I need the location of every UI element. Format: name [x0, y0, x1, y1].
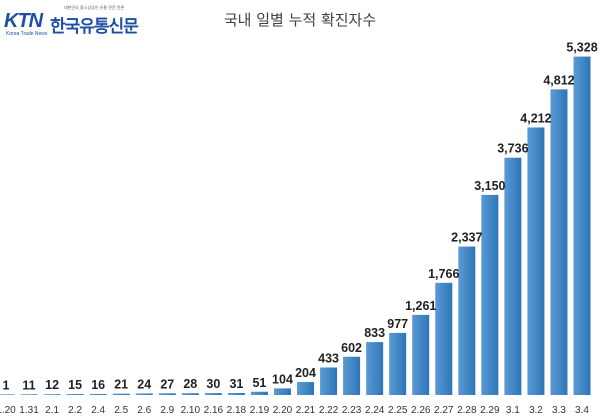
x-tick-label: 2.24	[365, 405, 385, 416]
bar-1.20	[0, 394, 15, 395]
value-label: 5,328	[566, 41, 597, 55]
value-label: 204	[295, 366, 316, 380]
value-label: 602	[341, 341, 362, 355]
x-tick-label: 2.22	[319, 405, 339, 416]
bar-2.5	[112, 393, 130, 395]
bar-2.25	[389, 332, 407, 395]
value-label: 4,812	[543, 73, 574, 87]
x-tick-label: 2.5	[114, 405, 128, 416]
value-label: 2,337	[451, 231, 482, 245]
x-tick-label: 2.23	[342, 405, 362, 416]
bar-2.24	[366, 342, 384, 395]
x-tick-label: 2.25	[388, 405, 408, 416]
x-tick-label: 3.2	[529, 405, 543, 416]
bar-2.21	[297, 382, 315, 395]
bar-2.4	[89, 393, 107, 395]
value-label: 21	[114, 378, 128, 392]
bar-3.1	[504, 157, 522, 395]
bar-1.31	[20, 394, 38, 395]
bar-2.16	[204, 393, 222, 395]
x-tick-label: 2.4	[91, 405, 105, 416]
value-label: 977	[387, 317, 408, 331]
x-tick-labels-group: 1.201.312.12.22.42.52.62.92.102.162.182.…	[0, 405, 589, 416]
x-tick-label: 2.20	[273, 405, 293, 416]
x-tick-label: 2.6	[137, 405, 151, 416]
value-label: 30	[206, 377, 220, 391]
x-tick-label: 1.31	[19, 405, 39, 416]
value-label: 31	[229, 377, 243, 391]
value-label: 24	[137, 377, 151, 391]
x-tick-label: 2.28	[457, 405, 477, 416]
value-label: 4,212	[520, 111, 551, 125]
brand-logo: 대한민국 중소상공인 유통 전문 언론 KTN Korea Trade News…	[4, 4, 139, 38]
logo-subtitle: Korea Trade News	[6, 31, 48, 37]
value-labels-group: 1 11 12 15 16 21 24 27 28 30 31 51 104 20443360283397…	[3, 41, 598, 393]
value-label: 16	[91, 378, 105, 392]
bar-2.26	[412, 314, 430, 395]
bar-2.20	[273, 388, 291, 395]
x-tick-label: 2.26	[411, 405, 431, 416]
bar-2.19	[250, 391, 268, 395]
x-tick-label: 3.3	[552, 405, 566, 416]
x-tick-label: 1.20	[0, 405, 16, 416]
logo-tagline: 대한민국 중소상공인 유통 전문 언론	[64, 5, 125, 10]
x-tick-label: 2.10	[181, 405, 201, 416]
value-label: 27	[160, 377, 174, 391]
value-label: 104	[272, 372, 293, 386]
bar-2.10	[181, 393, 199, 395]
x-tick-label: 3.1	[506, 405, 520, 416]
x-tick-label: 2.1	[45, 405, 59, 416]
bar-2.22	[320, 367, 338, 395]
bar-3.3	[550, 89, 568, 395]
logo-name: 한국유통신문	[50, 17, 139, 37]
value-label: 12	[45, 378, 59, 392]
value-label: 1,766	[428, 267, 459, 281]
x-tick-label: 2.2	[68, 405, 82, 416]
x-tick-label: 2.29	[480, 405, 500, 416]
bar-2.18	[227, 393, 245, 395]
logo-mark: KTN	[4, 10, 43, 32]
value-label: 833	[364, 326, 385, 340]
x-tick-label: 2.19	[250, 405, 270, 416]
value-label: 15	[68, 378, 82, 392]
value-label: 3,736	[497, 142, 528, 156]
bar-2.23	[343, 356, 361, 395]
bar-2.1	[43, 394, 61, 395]
bar-2.2	[66, 394, 84, 395]
value-label: 11	[22, 378, 35, 392]
x-tick-label: 3.4	[575, 405, 589, 416]
x-tick-label: 2.18	[227, 405, 247, 416]
bar-2.9	[158, 393, 176, 396]
bar-2.28	[458, 246, 476, 395]
value-label: 1	[3, 378, 10, 392]
value-label: 1,261	[405, 299, 436, 313]
bar-2.27	[435, 282, 453, 395]
x-tick-label: 2.9	[160, 405, 174, 416]
value-label: 433	[318, 352, 339, 366]
bar-3.4	[573, 56, 591, 395]
bar-3.2	[527, 127, 545, 396]
value-label: 3,150	[474, 179, 505, 193]
bar-2.6	[135, 393, 153, 395]
x-tick-label: 2.27	[434, 405, 454, 416]
x-tick-label: 2.21	[296, 405, 316, 416]
bar-2.29	[481, 194, 499, 395]
x-tick-label: 2.16	[204, 405, 224, 416]
value-label: 51	[252, 376, 266, 390]
value-label: 28	[183, 377, 197, 391]
bars-group	[0, 56, 591, 396]
chart-title: 국내 일별 누적 확진자수	[223, 11, 377, 29]
